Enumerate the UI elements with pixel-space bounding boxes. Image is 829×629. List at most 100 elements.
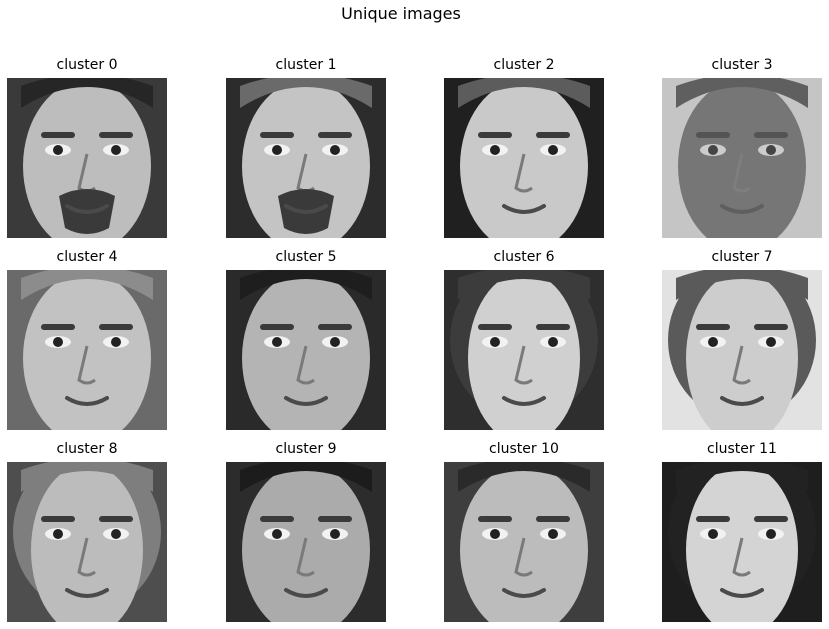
blur-overlay [662, 78, 822, 238]
right-pupil [766, 145, 776, 155]
hairline [21, 78, 153, 108]
right-pupil [111, 529, 121, 539]
left-pupil [272, 337, 282, 347]
panel-title: cluster 4 [56, 249, 118, 265]
right-pupil [111, 337, 121, 347]
hairline [240, 462, 372, 492]
nose [732, 153, 751, 193]
panel-title: cluster 7 [711, 249, 773, 265]
left-eyebrow [260, 516, 294, 522]
left-pupil [53, 529, 63, 539]
mouth [65, 204, 109, 214]
left-eyebrow [41, 324, 75, 330]
right-pupil [548, 145, 558, 155]
nose [296, 345, 315, 385]
panel-title: cluster 1 [275, 57, 337, 73]
right-eyebrow [318, 324, 352, 330]
face-image [226, 270, 386, 430]
panel-title: cluster 9 [275, 441, 337, 457]
hairline [21, 462, 153, 492]
mouth [502, 396, 546, 406]
right-pupil [111, 145, 121, 155]
left-eyebrow [696, 324, 730, 330]
panel-title: cluster 5 [275, 249, 337, 265]
hairline [676, 462, 808, 492]
right-eyebrow [754, 516, 788, 522]
mouth [502, 588, 546, 598]
hairline [458, 462, 590, 492]
hairline [458, 270, 590, 300]
left-eyebrow [478, 132, 512, 138]
mouth [720, 588, 764, 598]
panel-title: cluster 10 [489, 441, 559, 457]
hairline [458, 78, 590, 108]
left-eyebrow [696, 516, 730, 522]
left-pupil [490, 529, 500, 539]
mouth [502, 204, 546, 214]
right-pupil [330, 529, 340, 539]
left-pupil [53, 145, 63, 155]
hairline [240, 270, 372, 300]
left-pupil [490, 337, 500, 347]
left-eyebrow [260, 324, 294, 330]
right-pupil [548, 337, 558, 347]
left-pupil [272, 529, 282, 539]
left-eyebrow [478, 516, 512, 522]
face-image [662, 462, 822, 622]
face-image [444, 270, 604, 430]
face-image [662, 78, 822, 238]
right-eyebrow [536, 324, 570, 330]
right-eyebrow [318, 516, 352, 522]
nose [77, 537, 96, 577]
mouth [65, 396, 109, 406]
left-pupil [490, 145, 500, 155]
left-eyebrow [41, 516, 75, 522]
mouth [284, 204, 328, 214]
mouth [284, 396, 328, 406]
right-eyebrow [754, 132, 788, 138]
panel-title: cluster 6 [493, 249, 555, 265]
panel-title: cluster 3 [711, 57, 773, 73]
right-eyebrow [99, 516, 133, 522]
right-eyebrow [99, 324, 133, 330]
face-image [444, 78, 604, 238]
hairline [21, 270, 153, 300]
nose [732, 537, 751, 577]
nose [77, 345, 96, 385]
left-eyebrow [478, 324, 512, 330]
hairline [676, 270, 808, 300]
right-eyebrow [536, 132, 570, 138]
face-image [662, 270, 822, 430]
left-eyebrow [696, 132, 730, 138]
right-pupil [330, 145, 340, 155]
right-pupil [548, 529, 558, 539]
left-pupil [708, 529, 718, 539]
hairline [676, 78, 808, 108]
nose [514, 345, 533, 385]
left-eyebrow [260, 132, 294, 138]
mouth [720, 204, 764, 214]
face-image [226, 78, 386, 238]
right-eyebrow [536, 516, 570, 522]
face-image [226, 462, 386, 622]
face-image [7, 462, 167, 622]
nose [732, 345, 751, 385]
right-eyebrow [99, 132, 133, 138]
face-image [7, 78, 167, 238]
panel-title: cluster 2 [493, 57, 555, 73]
right-eyebrow [754, 324, 788, 330]
mouth [284, 588, 328, 598]
nose [296, 537, 315, 577]
right-pupil [766, 529, 776, 539]
nose [514, 153, 533, 193]
left-pupil [708, 145, 718, 155]
right-pupil [766, 337, 776, 347]
nose [514, 537, 533, 577]
panel-title: cluster 0 [56, 57, 118, 73]
panel-title: cluster 11 [707, 441, 777, 457]
right-eyebrow [318, 132, 352, 138]
right-pupil [330, 337, 340, 347]
left-eyebrow [41, 132, 75, 138]
face-image [7, 270, 167, 430]
left-pupil [53, 337, 63, 347]
